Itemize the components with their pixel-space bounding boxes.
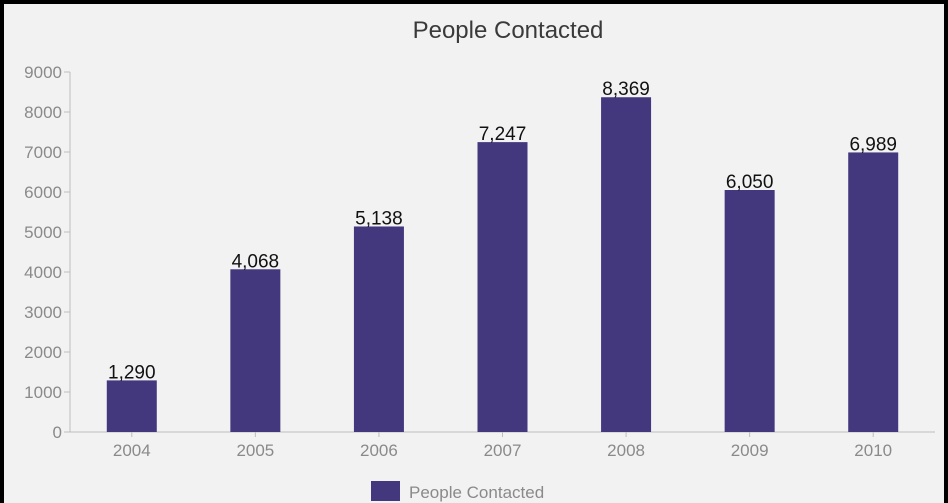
legend: People Contacted [371,481,544,502]
x-tick-label: 2009 [731,441,769,460]
data-label-2004: 1,290 [108,362,156,383]
y-tick-label: 7000 [24,143,62,162]
y-tick-label: 4000 [24,263,62,282]
data-label-2010: 6,989 [849,134,897,155]
bar-series [106,97,899,433]
x-tick-label: 2004 [113,441,151,460]
bar-2008 [601,97,652,433]
data-label-2008: 8,369 [602,79,650,100]
x-tick-label: 2007 [484,441,522,460]
bar-2010 [848,152,899,432]
data-label-2009: 6,050 [726,172,774,193]
y-tick-label: 2000 [24,343,62,362]
bar-2005 [230,269,281,432]
bar-2007 [477,142,528,432]
y-tick-label: 6000 [24,183,62,202]
data-label-2007: 7,247 [479,124,527,145]
legend-swatch [371,481,400,501]
y-tick-label: 0 [53,423,62,442]
y-tick-label: 8000 [24,103,62,122]
x-tick-label: 2006 [360,441,398,460]
x-axis-ticks: 2004 2005 2006 2007 2008 2009 2010 [113,432,892,460]
x-tick-label: 2005 [236,441,274,460]
x-tick-label: 2010 [854,441,892,460]
data-label-2006: 5,138 [355,208,403,229]
y-tick-label: 3000 [24,303,62,322]
x-tick-label: 2008 [607,441,645,460]
data-labels: 1,290 4,068 5,138 7,247 8,369 6,050 6,989 [108,79,897,383]
data-label-2005: 4,068 [232,251,280,272]
y-axis-ticks: 0 1000 2000 3000 4000 5000 6000 7000 8000 9000 [24,63,70,442]
bar-2006 [353,226,404,432]
bar-2004 [106,380,157,432]
chart-title: People Contacted [413,17,604,44]
y-tick-label: 1000 [24,383,62,402]
y-tick-label: 9000 [24,63,62,82]
legend-label: People Contacted [409,483,544,502]
bar-2009 [724,190,775,432]
y-tick-label: 5000 [24,223,62,242]
